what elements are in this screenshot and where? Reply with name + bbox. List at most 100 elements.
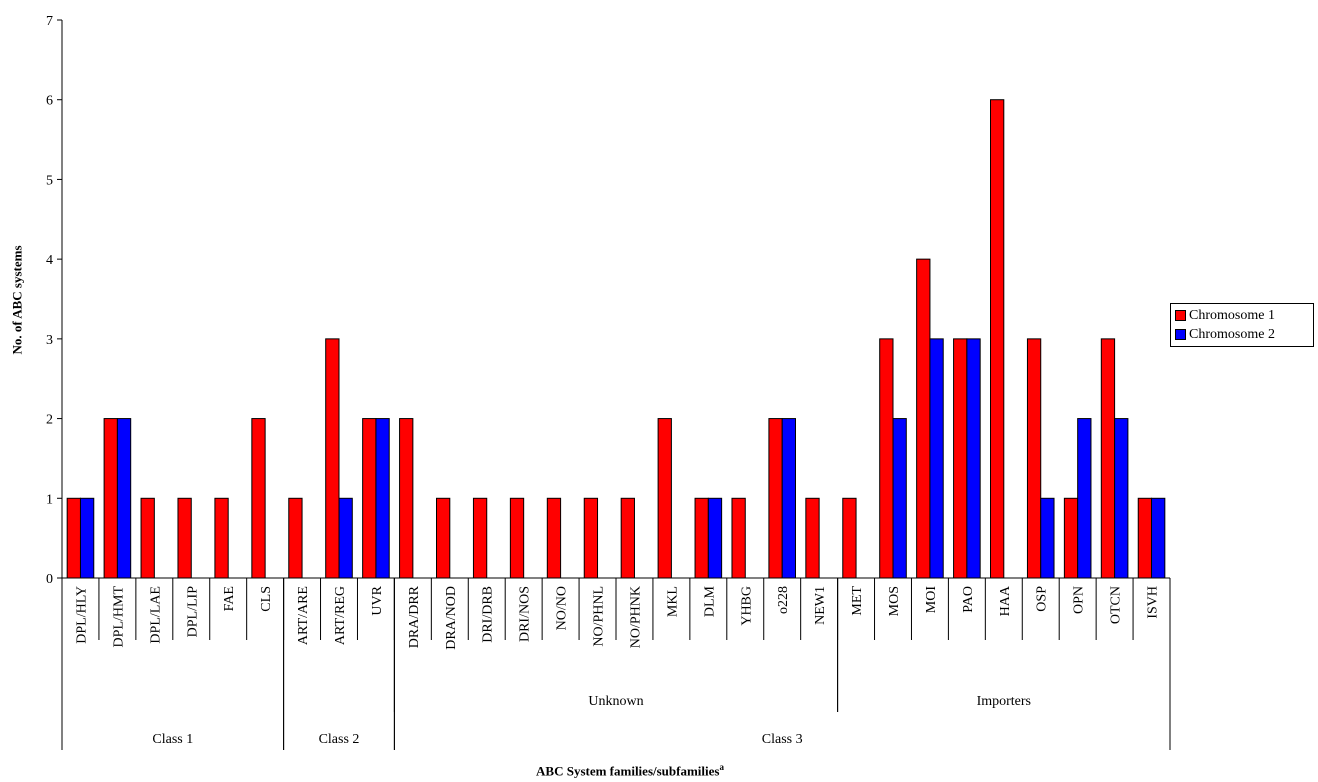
bar-1-dpl-lip <box>177 497 192 579</box>
y-axis-title: No. of ABC systems <box>8 120 28 480</box>
x-category-label: MKL <box>665 586 680 617</box>
x-category-label: OSP <box>1035 586 1050 612</box>
bar-1-uvr <box>362 418 377 579</box>
x-category-label: MET <box>850 586 865 616</box>
x-axis-title-text: ABC System families/subfamilies <box>536 763 720 779</box>
x-category-label: NO/PHNL <box>592 586 607 647</box>
x-category-label: DLM <box>702 585 717 617</box>
x-category-label: DPL/LAE <box>148 586 163 644</box>
bar-1-o228 <box>768 418 783 579</box>
legend-label-chromosome-1: Chromosome 1 <box>1189 307 1275 323</box>
y-tick-label: 4 <box>46 253 53 268</box>
bar-2-opn <box>1077 418 1092 579</box>
x-category-label: CLS <box>259 586 274 612</box>
bar-1-art-reg <box>325 338 340 579</box>
x-category-label: NEW1 <box>813 586 828 625</box>
bar-1-dpl-hmt <box>103 418 118 579</box>
bar-1-dpl-lae <box>140 497 155 579</box>
y-tick-label: 3 <box>46 333 53 348</box>
subgroup-label: Unknown <box>588 694 643 709</box>
bar-1-osp <box>1026 338 1042 579</box>
x-category-label: o228 <box>776 586 791 614</box>
x-category-label: NO/PHNK <box>628 586 643 648</box>
bar-2-mos <box>892 418 907 579</box>
bar-1-no-no <box>546 497 562 579</box>
legend-label-chromosome-2: Chromosome 2 <box>1189 326 1275 342</box>
bar-1-met <box>842 497 857 579</box>
x-axis-title-superscript: a <box>719 762 724 772</box>
y-tick-label: 0 <box>46 572 53 587</box>
x-category-label: YHBG <box>739 586 754 626</box>
bar-2-dpl-hly <box>79 497 95 579</box>
bar-1-isvh <box>1137 497 1153 579</box>
y-tick-label: 6 <box>46 94 53 109</box>
bar-1-no-phnl <box>583 497 599 579</box>
y-tick-label: 7 <box>46 14 53 29</box>
bar-1-fae <box>214 497 229 579</box>
subgroup-label: Importers <box>977 694 1031 709</box>
bar-1-mkl <box>657 418 672 579</box>
x-category-label: DPL/HLY <box>74 586 89 644</box>
bar-1-moi <box>916 258 931 579</box>
x-category-label: PAO <box>961 586 976 613</box>
x-category-label: OTCN <box>1109 586 1124 624</box>
bar-1-dlm <box>694 497 709 579</box>
bar-1-dra-nod <box>436 497 451 579</box>
bar-2-dpl-hmt <box>116 418 132 579</box>
bar-1-new1 <box>805 497 820 579</box>
bar-1-pao <box>953 338 968 579</box>
bar-1-haa <box>990 99 1005 579</box>
group-label: Class 2 <box>319 732 360 747</box>
bar-2-art-reg <box>338 497 353 579</box>
y-tick-label: 2 <box>46 413 53 428</box>
x-category-label: ART/ARE <box>296 586 311 645</box>
x-category-label: OPN <box>1072 586 1087 614</box>
bar-2-uvr <box>375 418 390 579</box>
bar-2-osp <box>1040 497 1055 579</box>
legend-item-chromosome-2: Chromosome 2 <box>1175 325 1309 344</box>
x-category-label: ISVH <box>1146 586 1161 619</box>
x-category-label: UVR <box>370 585 385 615</box>
bar-2-pao <box>966 338 981 579</box>
x-category-label: DPL/HMT <box>111 586 126 648</box>
x-category-label: DRI/DRB <box>481 586 496 643</box>
bar-2-otcn <box>1114 418 1129 579</box>
x-category-label: ART/REG <box>333 586 348 645</box>
axes-layer <box>57 19 1171 750</box>
x-category-label: DRA/NOD <box>444 586 459 650</box>
legend-swatch-chromosome-2 <box>1175 329 1186 340</box>
bar-1-dri-nos <box>509 497 525 579</box>
bar-1-dpl-hly <box>66 497 81 579</box>
bar-1-no-phnk <box>620 497 635 579</box>
x-category-label: MOI <box>924 586 939 614</box>
bars-layer <box>66 99 1166 579</box>
bar-1-cls <box>251 418 266 579</box>
bar-1-otcn <box>1100 338 1116 579</box>
legend-swatch-chromosome-1 <box>1175 310 1186 321</box>
legend: Chromosome 1 Chromosome 2 <box>1170 303 1314 347</box>
bar-1-mos <box>879 338 894 579</box>
x-category-label: HAA <box>998 585 1013 616</box>
x-category-label: FAE <box>222 586 237 611</box>
x-category-label: MOS <box>887 586 902 616</box>
bar-1-opn <box>1063 497 1079 579</box>
y-tick-label: 1 <box>46 492 53 507</box>
x-category-label: DRI/NOS <box>518 586 533 642</box>
legend-item-chromosome-1: Chromosome 1 <box>1175 306 1309 325</box>
bar-2-dlm <box>707 497 723 579</box>
x-axis-title: ABC System families/subfamiliesa <box>380 762 880 779</box>
bar-1-art-are <box>288 497 303 579</box>
group-label: Class 1 <box>152 732 193 747</box>
group-label: Class 3 <box>762 732 803 747</box>
x-category-label: DPL/LIP <box>185 586 200 638</box>
x-category-label: DRA/DRR <box>407 585 422 648</box>
bar-1-dri-drb <box>472 497 488 579</box>
labels-layer: 0 1 2 3 4 5 6 7 DPL/HLY DPL/HMT DPL/LAE DPL/LIP FAE C… <box>46 14 1161 747</box>
x-category-label: NO/NO <box>555 586 570 630</box>
y-tick-label: 5 <box>46 173 53 188</box>
y-axis-title-text: No. of ABC systems <box>10 245 25 355</box>
bar-1-dra-drr <box>399 418 414 579</box>
bar-2-o228 <box>781 418 797 579</box>
bar-2-moi <box>929 338 944 579</box>
